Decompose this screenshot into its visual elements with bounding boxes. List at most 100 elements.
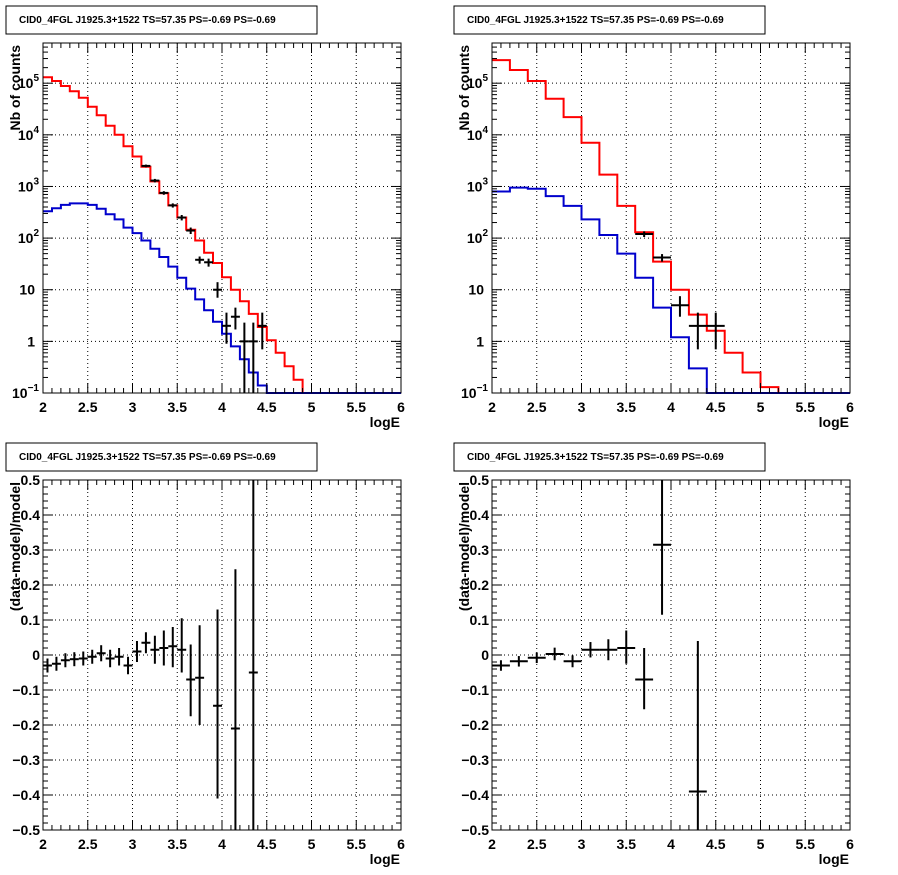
y-tick-label: 0.5 [470,472,490,488]
grid-lines [492,480,850,830]
data-point [230,307,240,330]
y-axis-title: (data-model)/model [456,482,472,611]
data-point [141,632,151,654]
y-tick-label: 10 [19,282,35,298]
x-tick-label: 5.5 [796,399,816,415]
y-tick-label: −0.2 [461,717,489,733]
chart-title-box [453,5,766,35]
x-tick-label: 2.5 [527,399,547,415]
y-tick-label-base: 10 [18,230,34,246]
y-tick-label: −0.5 [461,822,489,838]
data-point [213,282,222,298]
x-tick-label: 2.5 [78,399,98,415]
y-tick-label: 0.2 [21,577,41,593]
x-tick-label: 3 [578,399,586,415]
y-tick-label: −0.3 [12,752,40,768]
chart-title: CID0_4FGL J1925.3+1522 TS=57.35 PS=-0.69… [467,15,724,26]
y-tick-label-base: 10 [468,282,484,298]
chart-panel-1: 2 2.5 3 3.5 4 4.5 5 5.5 6logE10−1110102103104105… [5,5,405,430]
data-point [159,630,169,666]
data-point [186,227,196,235]
data-point [653,254,671,262]
y-tick-label: 104 [467,125,489,143]
y-tick-label: 0.4 [21,507,41,523]
data-point [114,648,124,666]
data-point [635,648,654,710]
x-tick-label: 4.5 [706,836,726,852]
x-tick-label: 5 [757,399,765,415]
data-point [599,639,618,661]
chart-title-box [5,5,318,35]
data-points [635,231,725,350]
x-axis-title: logE [370,414,400,430]
data-points [492,480,707,830]
data-point [239,322,249,393]
y-tick-label: 0.5 [21,472,41,488]
y-tick-label: 10−1 [461,383,488,401]
data-point [168,203,178,208]
x-tick-label: 4 [667,399,675,415]
y-tick-label-exponent: 2 [33,228,39,239]
chart-title-box [453,442,766,472]
data-point [635,231,654,237]
x-tick-label: 2 [488,399,496,415]
data-point [706,312,725,350]
x-tick-label: 5 [308,836,316,852]
y-tick-label-exponent: 3 [482,176,488,187]
y-tick-label: 102 [18,228,40,246]
y-tick-label: −0.4 [461,787,489,803]
y-tick-label-base: 1 [27,333,35,349]
x-tick-label: 4.5 [706,399,726,415]
data-point [527,652,546,664]
data-point [177,618,187,673]
x-tick-label: 2 [39,399,47,415]
y-tick-label-exponent: 2 [482,228,488,239]
y-tick-label: −0.1 [12,682,40,698]
y-tick-label: −0.1 [461,682,489,698]
data-point [545,647,564,661]
chart-title: CID0_4FGL J1925.3+1522 TS=57.35 PS=-0.69… [19,15,276,26]
y-tick-label-base: 10 [18,127,34,143]
chart-panel-2: 2 2.5 3 3.5 4 4.5 5 5.5 6logE10−1110102103104105… [453,5,854,430]
y-tick-label-exponent: 3 [33,176,39,187]
data-point [581,642,600,658]
y-tick-label: 0 [481,647,489,663]
y-tick-label: 0.3 [21,542,41,558]
data-point [213,609,222,799]
x-tick-label: 3 [129,836,137,852]
data-point [43,658,52,673]
data-point [186,644,196,717]
y-axis: −0.5 −0.4 −0.3 −0.2 −0.1 0 0.1 0.2 0.3 0.4 0.5(dat… [456,472,850,838]
data-point [105,649,115,668]
x-tick-label: 4.5 [257,836,277,852]
chart-title: CID0_4FGL J1925.3+1522 TS=57.35 PS=-0.69… [467,452,724,463]
y-tick-label: 0.3 [470,542,490,558]
x-tick-label: 6 [846,399,854,415]
x-tick-label: 6 [397,399,405,415]
x-tick-label: 3.5 [168,399,188,415]
data-point [78,651,88,666]
data-point [248,480,258,830]
data-point [195,625,205,725]
y-tick-label: −0.4 [12,787,40,803]
data-point [168,627,178,668]
x-tick-label: 2.5 [78,836,98,852]
y-tick-label-base: 10 [12,385,28,401]
y-tick-label-base: 10 [18,178,34,194]
data-point [563,655,582,668]
y-tick-label: 105 [18,73,40,91]
x-tick-label: 6 [846,836,854,852]
model-total-histogram [43,76,401,394]
data-point [123,656,133,675]
grid-lines [43,480,401,830]
x-tick-label: 2 [488,836,496,852]
y-tick-label: 0 [32,647,40,663]
y-tick-label-base: 10 [18,75,34,91]
chart-title: CID0_4FGL J1925.3+1522 TS=57.35 PS=-0.69… [19,452,276,463]
y-tick-label: 10 [468,282,484,298]
y-tick-label-exponent: −1 [477,383,489,394]
